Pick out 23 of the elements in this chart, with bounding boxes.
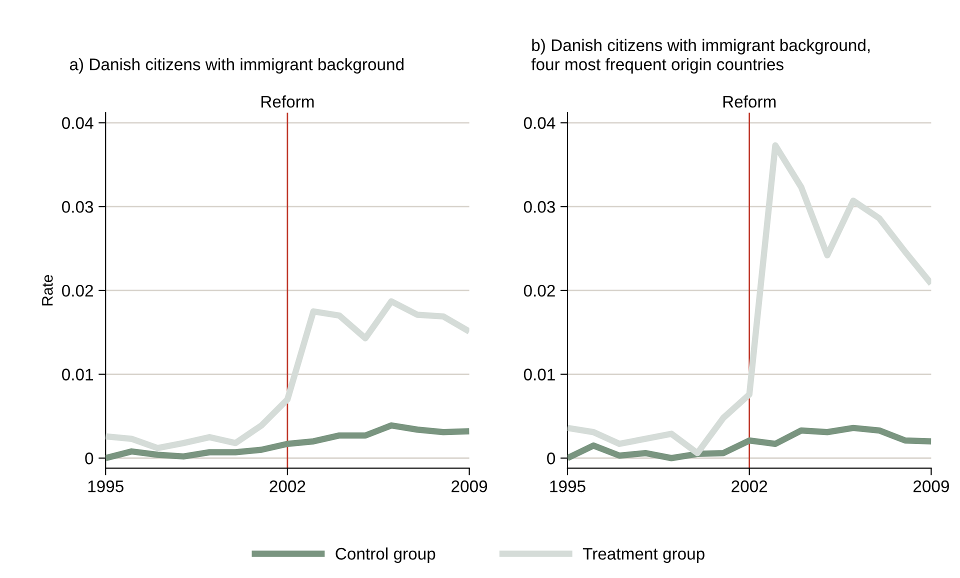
x-tick-label: 2002: [270, 480, 306, 492]
chart-title: b) Danish citizens with immigrant background, four most frequent origin countries: [531, 38, 870, 74]
y-tick-label: 0.01: [62, 368, 93, 380]
y-tick-label: 0.03: [524, 201, 555, 213]
y-tick-label: 0.02: [62, 284, 93, 297]
ref-line-label: Reform: [723, 95, 776, 108]
x-tick-label: 1995: [88, 480, 124, 492]
chart-title: a) Danish citizens with immigrant background: [70, 58, 404, 74]
x-tick-label: 2002: [732, 480, 768, 492]
y-tick-label: 0: [547, 452, 556, 464]
y-tick-label: 0: [85, 452, 94, 464]
y-tick-label: 0.01: [524, 368, 555, 380]
y-tick-label: 0.03: [62, 201, 94, 213]
y-tick-label: 0.02: [524, 284, 555, 297]
legend-label: Control group: [336, 547, 436, 563]
x-tick-label: 2009: [452, 480, 488, 492]
legend-label: Treatment group: [582, 548, 704, 563]
ref-line-label: Reform: [262, 95, 314, 108]
x-tick-label: 2009: [914, 480, 949, 492]
y-axis-title: Rate: [42, 274, 53, 306]
y-tick-label: 0.04: [62, 117, 94, 129]
y-tick-label: 0.04: [524, 117, 556, 129]
x-tick-label: 1995: [550, 480, 586, 492]
